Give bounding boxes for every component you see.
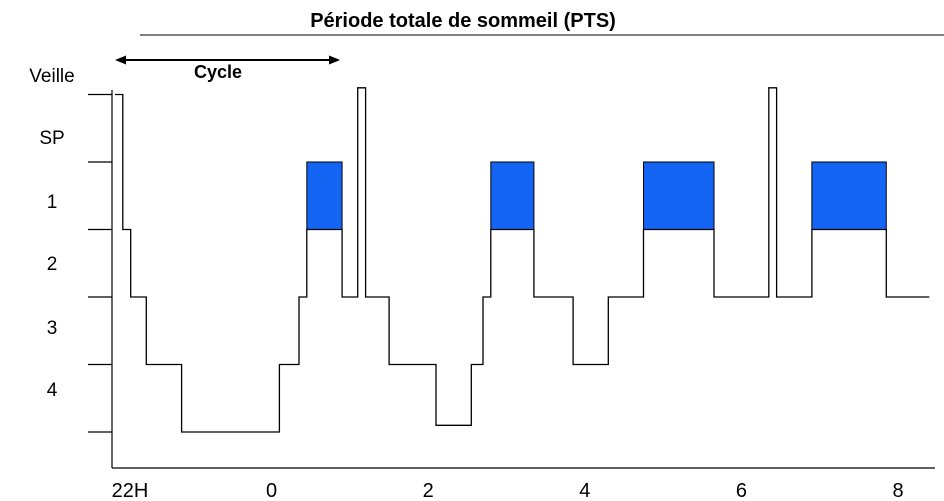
stage-label: 2 xyxy=(47,254,58,275)
chart-title-group: Période totale de sommeil (PTS) xyxy=(140,10,944,36)
time-labels: 22H 0 2 4 6 8 xyxy=(112,480,904,501)
cycle-label: Cycle xyxy=(194,62,242,82)
rem-period-2 xyxy=(490,161,535,230)
time-label: 2 xyxy=(423,480,434,501)
stage-label: 3 xyxy=(47,318,58,339)
hypnogram-line xyxy=(115,87,930,433)
stage-label: Veille xyxy=(29,66,74,87)
rem-period-3 xyxy=(643,161,715,230)
axes xyxy=(88,90,935,469)
chart-title: Période totale de sommeil (PTS) xyxy=(310,10,616,32)
rem-period-4 xyxy=(811,161,887,230)
cycle-arrow-right-icon xyxy=(329,55,341,65)
cycle-arrow-left-icon xyxy=(115,55,126,65)
cycle-annotation: Cycle xyxy=(115,55,341,82)
rem-period-1 xyxy=(306,161,343,230)
stage-label: 1 xyxy=(47,192,58,213)
hypnogram-trace xyxy=(115,87,930,433)
stage-labels: Veille SP 1 2 3 4 xyxy=(29,66,74,401)
stage-label: SP xyxy=(39,128,64,149)
time-label: 6 xyxy=(736,480,747,501)
rem-periods xyxy=(306,161,887,230)
stage-label: 4 xyxy=(47,380,58,401)
time-label: 22H xyxy=(112,480,149,501)
time-label: 0 xyxy=(266,480,277,501)
time-label: 8 xyxy=(892,480,903,501)
time-label: 4 xyxy=(579,480,590,501)
